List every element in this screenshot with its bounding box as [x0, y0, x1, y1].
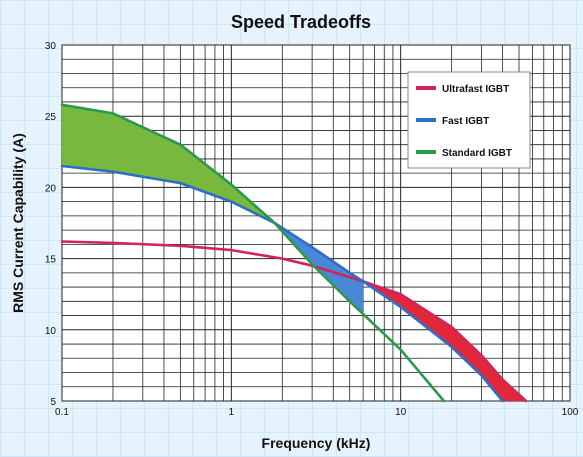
y-tick-label: 20 — [45, 183, 57, 194]
legend: Ultrafast IGBT Fast IGBT Standard IGBT — [407, 71, 531, 169]
y-tick-label: 10 — [45, 326, 57, 337]
y-tick-label: 30 — [45, 41, 57, 52]
gridlines — [62, 45, 570, 401]
x-tick-label: 0.1 — [55, 407, 69, 418]
y-tick-label: 25 — [45, 112, 57, 123]
legend-label: Fast IGBT — [442, 116, 489, 127]
legend-label: Ultrafast IGBT — [442, 84, 509, 95]
x-tick-label: 1 — [229, 407, 235, 418]
y-axis-label: RMS Current Capability (A) — [10, 133, 26, 313]
series-line — [60, 103, 446, 403]
fill-region — [62, 104, 275, 223]
x-tick-label: 100 — [562, 407, 579, 418]
chart-title: Speed Tradeoffs — [231, 12, 371, 32]
series-line — [60, 240, 528, 403]
x-tick-label: 10 — [395, 407, 407, 418]
series-lines — [60, 103, 528, 403]
x-axis-label: Frequency (kHz) — [262, 435, 371, 451]
legend-label: Standard IGBT — [442, 148, 512, 159]
y-tick-label: 15 — [45, 255, 57, 266]
series-line — [60, 164, 504, 403]
y-tick-label: 5 — [50, 397, 56, 408]
tick-labels: 0.1 1 10 100 5 10 15 20 25 30 — [45, 41, 579, 418]
